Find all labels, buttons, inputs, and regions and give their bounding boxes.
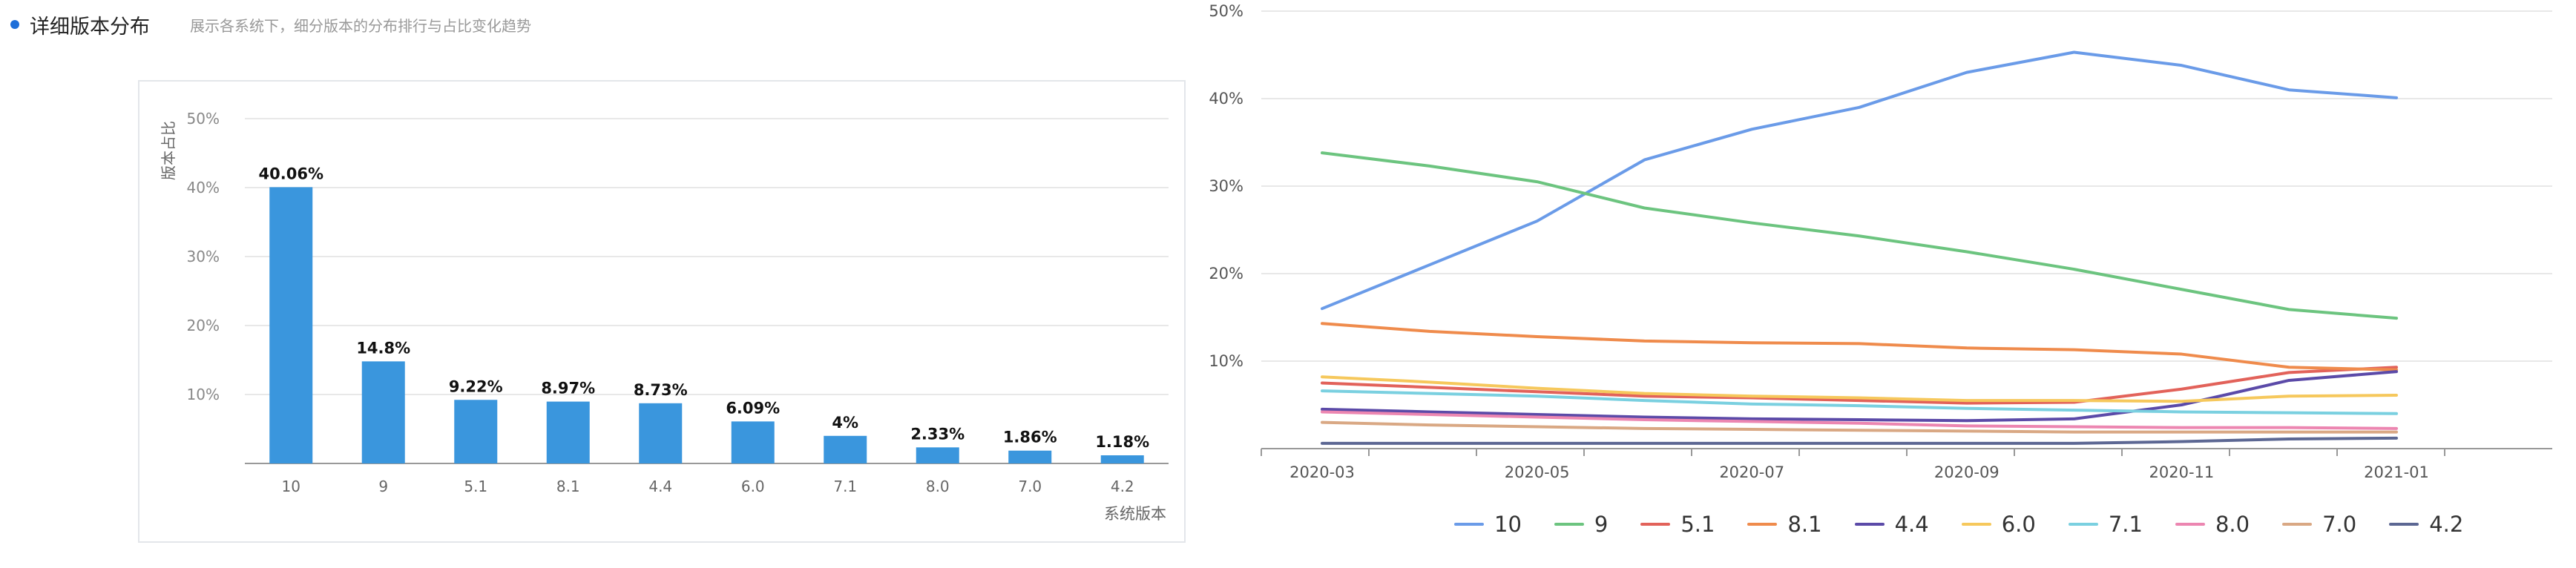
section-title: 详细版本分布	[30, 15, 150, 39]
legend-item-6.0[interactable]: 6.0	[1961, 512, 2036, 537]
bar	[916, 447, 959, 463]
bar	[824, 435, 867, 463]
legend-swatch	[2282, 523, 2313, 526]
bar-data-label: 4%	[832, 414, 858, 432]
line-y-tick: 40%	[1209, 90, 1243, 108]
legend-label: 5.1	[1680, 512, 1715, 537]
line-x-tick: 2020-07	[1719, 463, 1784, 481]
bar-data-label: 14.8%	[356, 339, 410, 357]
series-line-4.2	[1321, 436, 2398, 445]
bar-x-tick: 8.0	[926, 478, 950, 495]
legend-label: 9	[1594, 512, 1609, 537]
series-line-4.4	[1321, 370, 2398, 423]
section-header: 详细版本分布 展示各系统下，细分版本的分布排行与占比变化趋势	[0, 7, 531, 42]
bar-x-axis-label: 系统版本	[1104, 505, 1166, 523]
bar-x-tick: 10	[282, 478, 300, 495]
legend-label: 7.1	[2108, 512, 2143, 537]
legend-swatch	[1554, 523, 1584, 526]
bar-x-tick: 7.1	[833, 478, 857, 495]
line-y-tick: 10%	[1209, 352, 1243, 370]
line-x-tick: 2020-11	[2149, 463, 2215, 481]
legend-label: 4.2	[2429, 512, 2464, 537]
bar-x-tick: 5.1	[464, 478, 487, 495]
legend-item-4.4[interactable]: 4.4	[1854, 512, 1929, 537]
bar	[639, 403, 683, 463]
legend-item-7.0[interactable]: 7.0	[2282, 512, 2356, 537]
series-line-7.1	[1321, 389, 2398, 415]
bar-data-label: 8.97%	[541, 380, 595, 397]
bar	[1100, 455, 1144, 463]
legend-item-5.1[interactable]: 5.1	[1640, 512, 1715, 537]
legend-label: 6.0	[2001, 512, 2036, 537]
bar	[454, 400, 498, 463]
legend-swatch	[1640, 523, 1671, 526]
legend-item-4.2[interactable]: 4.2	[2389, 512, 2463, 537]
bar-y-axis-label: 版本占比	[160, 121, 177, 180]
series-line-7.0	[1321, 420, 2398, 434]
bar-data-label: 1.18%	[1095, 433, 1149, 451]
bar-data-label: 40.06%	[259, 165, 323, 182]
bar	[269, 187, 313, 463]
bar-y-tick: 30%	[187, 248, 220, 265]
legend-item-9[interactable]: 9	[1554, 512, 1608, 537]
line-y-tick: 50%	[1209, 2, 1243, 20]
bar-data-label: 2.33%	[910, 425, 965, 443]
legend-label: 8.0	[2215, 512, 2250, 537]
line-x-tick: 2020-05	[1505, 463, 1570, 481]
legend-swatch	[1454, 523, 1484, 526]
bar-chart-card	[138, 80, 1186, 543]
line-y-tick: 20%	[1209, 265, 1243, 283]
line-chart-legend: 10 9 5.1 8.1 4.4 6.0 7.1 8.0 7.0 4.2	[1454, 512, 2496, 537]
series-line-6.0	[1321, 375, 2398, 403]
series-line-10	[1321, 50, 2398, 311]
legend-swatch	[1854, 523, 1885, 526]
legend-item-10[interactable]: 10	[1454, 512, 1522, 537]
section-dot-icon	[10, 20, 19, 29]
legend-label: 4.4	[1894, 512, 1929, 537]
bar-data-label: 8.73%	[634, 381, 688, 399]
legend-swatch	[2175, 523, 2205, 526]
line-x-tick: 2021-01	[2364, 463, 2429, 481]
line-x-tick: 2020-09	[1934, 463, 2000, 481]
line-x-tick: 2020-03	[1289, 463, 1355, 481]
bar-data-label: 6.09%	[726, 399, 780, 417]
section-description: 展示各系统下，细分版本的分布排行与占比变化趋势	[190, 16, 531, 35]
bar-x-tick: 8.1	[556, 478, 580, 495]
series-line-5.1	[1321, 366, 2398, 405]
bar-y-tick: 10%	[187, 386, 220, 403]
legend-item-8.0[interactable]: 8.0	[2175, 512, 2250, 537]
bar-x-tick: 7.0	[1018, 478, 1042, 495]
legend-label: 7.0	[2322, 512, 2357, 537]
legend-swatch	[1961, 523, 1991, 526]
bar-x-tick: 4.4	[648, 478, 672, 495]
bar-x-tick: 6.0	[741, 478, 765, 495]
bar-y-tick: 20%	[187, 317, 220, 334]
series-line-8.0	[1321, 410, 2398, 430]
bar	[546, 401, 590, 463]
legend-item-8.1[interactable]: 8.1	[1747, 512, 1822, 537]
bar-data-label: 1.86%	[1003, 429, 1057, 446]
bar-x-tick: 9	[378, 478, 388, 495]
line-y-tick: 30%	[1209, 177, 1243, 195]
bar	[731, 421, 775, 463]
bar-y-tick: 50%	[187, 110, 220, 128]
legend-label: 8.1	[1787, 512, 1822, 537]
bar	[361, 361, 405, 463]
series-line-9	[1321, 151, 2398, 320]
legend-swatch	[2068, 523, 2098, 526]
series-line-8.1	[1321, 322, 2398, 371]
legend-item-7.1[interactable]: 7.1	[2068, 512, 2143, 537]
bar	[1008, 450, 1052, 463]
bar-y-tick: 40%	[187, 179, 220, 197]
legend-label: 10	[1494, 512, 1522, 537]
bar-data-label: 9.22%	[449, 377, 503, 395]
legend-swatch	[2389, 523, 2419, 526]
legend-swatch	[1747, 523, 1778, 526]
bar-x-tick: 4.2	[1111, 478, 1134, 495]
